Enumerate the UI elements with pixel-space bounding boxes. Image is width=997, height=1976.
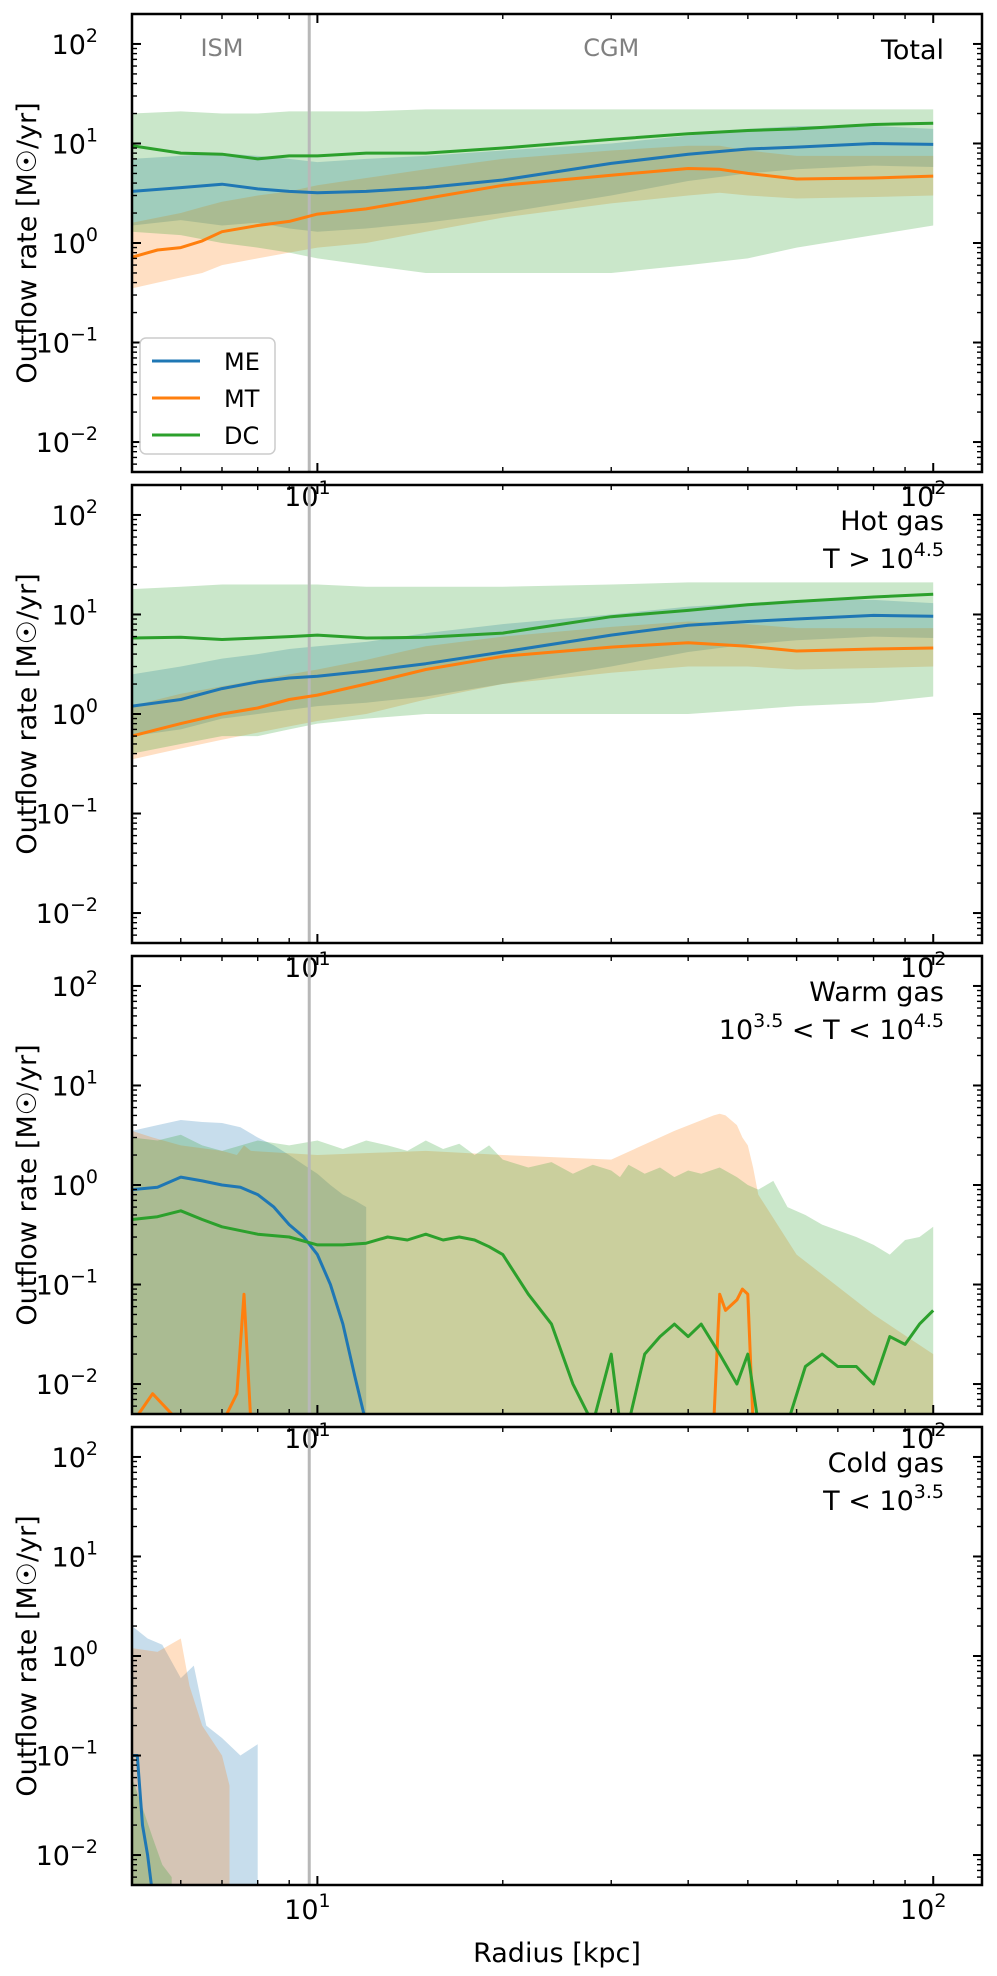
legend-label-me: ME	[224, 348, 260, 376]
band-mt	[132, 1638, 230, 1885]
y-tick-label: 10−1	[36, 1737, 98, 1773]
panel-subtitle: T < 103.5	[822, 1481, 944, 1517]
x-tick-label: 102	[900, 1419, 946, 1455]
x-tick-label: 101	[284, 1419, 330, 1455]
y-tick-label: 101	[52, 1066, 98, 1102]
y-tick-label: 10−1	[36, 795, 98, 831]
y-tick-label: 102	[52, 496, 98, 532]
y-tick-label: 10−2	[36, 423, 98, 459]
y-tick-label: 100	[52, 1637, 98, 1673]
y-tick-label: 100	[52, 224, 98, 260]
y-axis-label: Outflow rate [M☉/yr]	[12, 573, 43, 854]
y-tick-label: 10−2	[36, 1365, 98, 1401]
y-tick-label: 102	[52, 25, 98, 61]
x-axis-label: Radius [kpc]	[473, 1938, 641, 1969]
x-tick-label: 101	[284, 948, 330, 984]
y-axis-label: Outflow rate [M☉/yr]	[12, 1044, 43, 1325]
y-tick-label: 101	[52, 1537, 98, 1573]
x-tick-label: 101	[284, 1890, 330, 1926]
line-dc	[132, 121, 934, 161]
panel-subtitle: 103.5 < T < 104.5	[719, 1010, 944, 1046]
line-me	[132, 613, 934, 708]
band-mt	[132, 1113, 934, 1414]
band-me	[132, 1626, 258, 1885]
x-tick-label: 102	[900, 1890, 946, 1926]
band-me	[132, 126, 934, 232]
y-tick-label: 100	[52, 695, 98, 731]
plot-area	[132, 485, 934, 943]
y-tick-label: 10−2	[36, 1836, 98, 1872]
y-axis-label: Outflow rate [M☉/yr]	[12, 1515, 43, 1796]
band-dc	[132, 1134, 934, 1414]
panel-title: Hot gas	[840, 506, 944, 537]
line-me	[132, 1175, 366, 1414]
legend: ME MT DC	[139, 337, 276, 455]
band-dc	[132, 1777, 172, 1885]
region-label-ism: ISM	[200, 34, 243, 62]
band-dc	[132, 582, 934, 754]
line-dc	[132, 592, 934, 641]
plot-area	[132, 956, 935, 1414]
legend-box	[139, 337, 276, 455]
line-mt	[136, 1287, 755, 1414]
y-tick-label: 102	[52, 967, 98, 1003]
line-mt	[132, 167, 934, 259]
panel-4: 10−2 10−1 100 101 102 101 102 Outflow rate [M☉/…	[12, 1425, 984, 1926]
y-tick-label: 10−1	[36, 1266, 98, 1302]
band-mt	[132, 145, 934, 289]
y-tick-label: 10−2	[36, 894, 98, 930]
y-axis-label: Outflow rate [M☉/yr]	[12, 102, 43, 383]
x-tick-label: 101	[284, 477, 330, 513]
panel-subtitle: T > 104.5	[822, 539, 944, 575]
panel-title: Warm gas	[809, 977, 944, 1008]
line-me	[132, 142, 934, 195]
band-mt	[132, 621, 934, 760]
y-tick-label: 10−1	[36, 324, 98, 360]
band-me	[132, 599, 934, 737]
line-dc	[132, 1209, 935, 1414]
y-tick-label: 101	[52, 595, 98, 631]
panel-3: 10−2 10−1 100 101 102 101 102 Outflow rate [M☉/…	[12, 954, 984, 1455]
plot-area	[132, 14, 934, 472]
region-label-cgm: CGM	[583, 34, 639, 62]
y-tick-label: 100	[52, 1166, 98, 1202]
legend-label-dc: DC	[224, 422, 259, 450]
plot-area	[132, 1427, 311, 1885]
panel-title: Total	[880, 35, 944, 66]
legend-label-mt: MT	[224, 385, 260, 413]
panel-title: Cold gas	[828, 1448, 944, 1479]
band-me	[132, 1120, 367, 1414]
line-mt	[132, 641, 934, 738]
y-tick-label: 101	[52, 124, 98, 160]
y-tick-label: 102	[52, 1438, 98, 1474]
